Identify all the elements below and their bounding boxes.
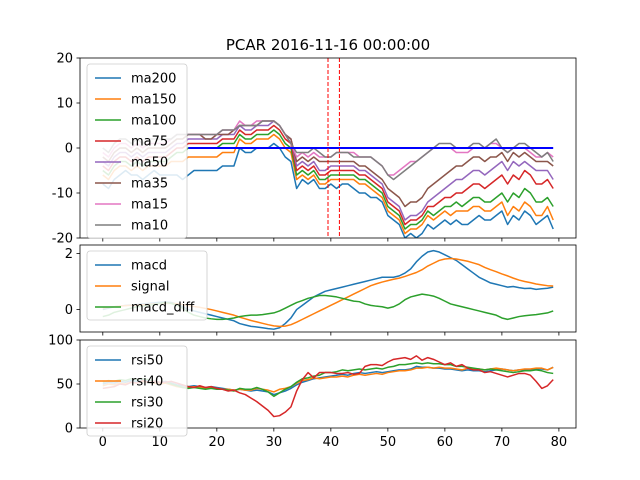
y-tick-label: 0	[65, 422, 73, 437]
panel-macd: 0 2 macd signal macd_diff	[65, 244, 577, 336]
y-tick-label: 0	[65, 142, 73, 157]
legend-label-macd: macd	[131, 259, 167, 274]
x-tick-label: 20	[209, 435, 226, 450]
x-tick-label: 0	[99, 435, 107, 450]
panel-moving-averages: -20-1001020ma200ma150ma100ma75ma50ma35ma…	[52, 52, 577, 247]
legend: ma200 ma150 ma100 ma75 ma50 ma35 ma15 ma10	[86, 63, 188, 239]
y-tick-label: 50	[56, 378, 73, 393]
legend-label-ma75: ma75	[131, 135, 168, 150]
axes-frame	[79, 244, 577, 333]
legend-label-ma200: ma200	[131, 72, 176, 87]
x-tick-label: 70	[494, 435, 511, 450]
legend-box	[86, 63, 188, 239]
x-tick-label: 10	[152, 435, 169, 450]
panels: -20-1001020ma200ma150ma100ma75ma50ma35ma…	[48, 52, 577, 450]
legend-label-rsi20: rsi20	[131, 417, 163, 432]
x-tick-label: 80	[551, 435, 568, 450]
legend-label-ma15: ma15	[131, 198, 168, 213]
y-tick-label: 0	[65, 303, 73, 318]
chart-title: PCAR 2016-11-16 00:00:00	[226, 36, 430, 54]
y-tick-label: 20	[56, 52, 73, 67]
y-tick-label: 10	[56, 97, 73, 112]
legend-label-signal: signal	[131, 280, 169, 295]
y-tick-label: 2	[65, 247, 73, 262]
legend-label-ma100: ma100	[131, 114, 176, 129]
legend-box	[86, 250, 208, 321]
y-tick-label: -20	[52, 232, 73, 247]
x-tick-label: 40	[323, 435, 340, 450]
legend-label-ma10: ma10	[131, 219, 168, 234]
legend-label-ma35: ma35	[131, 177, 168, 192]
x-tick-label: 50	[380, 435, 397, 450]
legend-label-ma50: ma50	[131, 156, 168, 171]
y-tick-label: 100	[48, 334, 73, 349]
legend-box	[86, 345, 188, 437]
y-tick-label: -10	[52, 187, 73, 202]
legend-label-rsi50: rsi50	[131, 354, 163, 369]
x-tick-label: 60	[437, 435, 454, 450]
legend: rsi50 rsi40 rsi30 rsi20	[86, 345, 188, 437]
legend: macd signal macd_diff	[86, 250, 208, 321]
legend-label-ma150: ma150	[131, 93, 176, 108]
x-tick-label: 30	[266, 435, 283, 450]
legend-label-rsi30: rsi30	[131, 396, 163, 411]
legend-label-macd_diff: macd_diff	[131, 301, 195, 316]
legend-label-rsi40: rsi40	[131, 375, 163, 390]
